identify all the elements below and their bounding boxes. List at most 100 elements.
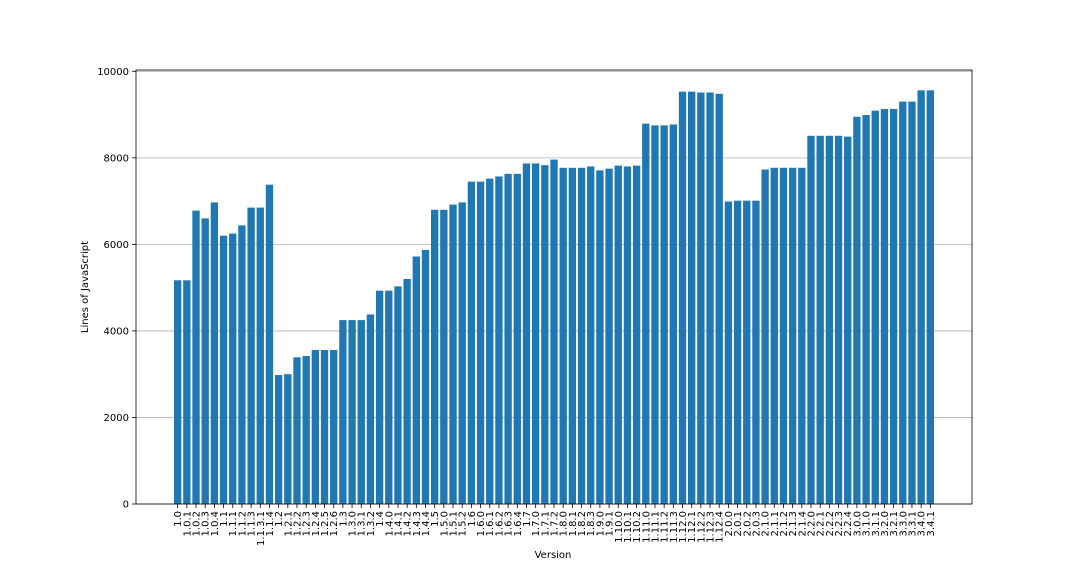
x-tick-label: 1.5.1: [449, 511, 460, 536]
bar: [330, 349, 338, 504]
bar: [779, 167, 788, 504]
bar: [715, 93, 723, 504]
x-tick-label: 1.12.3: [706, 511, 717, 543]
bar: [394, 286, 402, 504]
x-tick-label: 1.10.0: [614, 511, 625, 543]
bar: [431, 209, 439, 505]
bar: [669, 124, 677, 504]
bar: [660, 125, 668, 505]
bar: [844, 136, 852, 504]
bar: [302, 356, 310, 504]
x-tick-label: 1.6.3: [504, 511, 515, 536]
bar: [623, 166, 632, 504]
x-tick-label: 1.3: [338, 511, 349, 527]
x-tick-label: 1.4: [375, 511, 386, 527]
bar: [614, 165, 622, 504]
bar: [201, 218, 209, 504]
x-tick-label: 1.1.4: [265, 511, 276, 536]
bar: [816, 135, 824, 504]
x-tick-label: 1.8.2: [577, 511, 588, 536]
x-tick-label: 3.2.0: [880, 511, 891, 536]
x-tick-label: 3.2.1: [889, 511, 900, 536]
x-tick-label: 3.1.0: [862, 511, 873, 536]
x-tick-label: 1.6.0: [476, 511, 487, 536]
bar: [596, 170, 604, 504]
bar: [385, 290, 393, 504]
bar: [192, 210, 200, 504]
bar: [889, 108, 898, 504]
x-tick-label: 1.12.2: [696, 511, 707, 543]
bar: [467, 181, 476, 504]
x-tick-label: 1.11.2: [660, 511, 671, 543]
x-tick-label: 1.6: [467, 511, 478, 527]
x-tick-label: 1.3.1: [357, 511, 368, 536]
y-tick-label: 6000: [104, 240, 129, 251]
bar: [293, 357, 301, 504]
bar: [733, 200, 742, 505]
bar: [807, 135, 815, 504]
x-tick-label: 1.7.0: [531, 511, 542, 536]
bar: [761, 169, 769, 505]
x-tick-label: 1.1.1: [228, 511, 239, 536]
x-tick-label: 1.4.4: [421, 511, 432, 536]
bar: [871, 110, 879, 504]
x-tick-label: 1.8.3: [586, 511, 597, 536]
bar: [219, 235, 228, 504]
x-tick-label: 1.10.1: [623, 511, 634, 543]
x-tick-label: 1.5.2: [458, 511, 469, 536]
x-tick-label: 1.5.0: [439, 511, 450, 536]
x-tick-label: 1.2.5: [320, 511, 331, 536]
bar: [229, 233, 237, 504]
x-tick-label: 2.1.1: [770, 511, 781, 536]
x-tick-label: 1.4.2: [403, 511, 414, 536]
bar: [798, 167, 806, 504]
x-tick-label: 1.9.0: [595, 511, 606, 536]
bar: [265, 184, 274, 504]
bar: [366, 314, 375, 504]
bar: [339, 320, 347, 504]
x-tick-label: 1.12.0: [678, 511, 689, 543]
x-tick-label: 1.1: [219, 511, 230, 527]
bar: [412, 256, 420, 504]
x-tick-label: 1.0.1: [182, 511, 193, 536]
x-tick-label: 2.1.0: [761, 511, 772, 536]
bar: [375, 290, 384, 504]
x-tick-label: 1.0: [173, 511, 184, 527]
bar: [210, 202, 219, 504]
x-tick-label: 2.0.1: [733, 511, 744, 536]
bar: [862, 115, 870, 504]
x-tick-label: 3.0.0: [852, 511, 863, 536]
bar: [899, 101, 907, 505]
bar: [421, 250, 430, 504]
bar: [632, 165, 641, 504]
x-tick-label: 1.6.1: [485, 511, 496, 536]
bar: [706, 92, 714, 505]
bar: [458, 202, 466, 504]
x-tick-label: 3.4.0: [917, 511, 928, 536]
bar: [743, 200, 751, 505]
x-tick-label: 1.12.4: [715, 511, 726, 543]
y-tick-label: 2000: [104, 413, 129, 424]
bar: [834, 135, 843, 504]
bar: [495, 176, 503, 504]
x-tick-label: 1.2: [274, 511, 285, 527]
x-tick-label: 1.2.6: [329, 511, 340, 536]
x-tick-label: 1.8.1: [568, 511, 579, 536]
bar: [825, 135, 834, 504]
bar: [577, 167, 586, 504]
bar: [284, 374, 292, 504]
bar: [559, 167, 567, 504]
x-tick-label: 1.3.0: [348, 511, 359, 536]
x-tick-label: 1.7: [522, 511, 533, 527]
x-tick-label: 1.6.2: [494, 511, 505, 536]
y-tick-label: 8000: [104, 153, 129, 164]
x-tick-label: 2.0.2: [742, 511, 753, 536]
bar: [256, 207, 264, 505]
x-tick-label: 2.2.4: [843, 511, 854, 536]
bar: [449, 204, 457, 504]
x-tick-label: 1.12.1: [687, 511, 698, 543]
x-tick-label: 1.4.1: [393, 511, 404, 536]
bar: [926, 90, 934, 505]
x-tick-label: 1.9.1: [605, 511, 616, 536]
x-tick-label: 1.1.2: [237, 511, 248, 536]
